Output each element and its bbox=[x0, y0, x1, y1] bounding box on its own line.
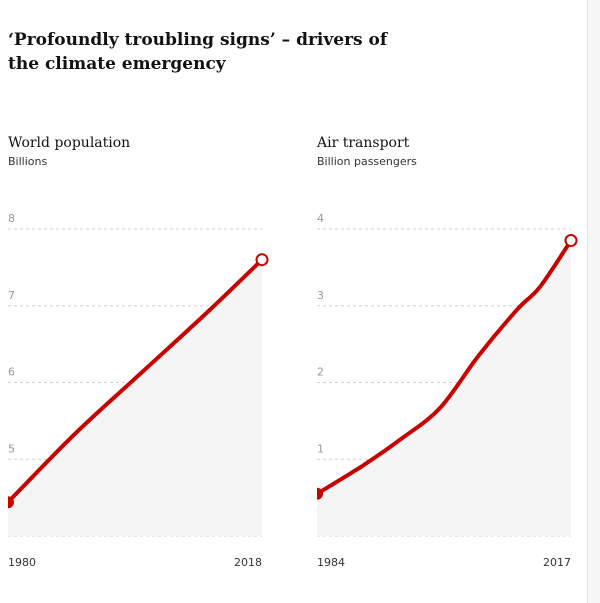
y-tick-label: 1 bbox=[317, 442, 324, 455]
x-tick-label: 1980 bbox=[8, 556, 36, 569]
y-tick-label: 3 bbox=[317, 289, 324, 302]
y-tick-label: 7 bbox=[8, 289, 15, 302]
panel-unit: Billion passengers bbox=[317, 155, 417, 168]
y-tick-label: 6 bbox=[8, 366, 15, 379]
panel-title: World population bbox=[8, 135, 131, 151]
x-tick-label: 1984 bbox=[317, 556, 345, 569]
y-tick-label: 8 bbox=[8, 212, 15, 225]
chart-headline: ‘Profoundly troubling signs’ – drivers o… bbox=[8, 30, 388, 74]
air-transport-plot: 0123419842017 bbox=[317, 212, 578, 569]
area-fill bbox=[317, 240, 571, 536]
x-tick-label: 2018 bbox=[234, 556, 262, 569]
population-plot: 4567819802018 bbox=[8, 212, 269, 569]
end-point bbox=[255, 253, 269, 267]
x-tick-label: 2017 bbox=[543, 556, 571, 569]
series-line bbox=[317, 238, 573, 496]
panel-air-transport: Air transport Billion passengers 0123419… bbox=[317, 135, 587, 575]
side-scroll-strip bbox=[587, 0, 600, 603]
start-point bbox=[317, 487, 323, 500]
end-point bbox=[564, 234, 578, 248]
panel-world-population: World population Billions 4567819802018 bbox=[8, 135, 278, 575]
y-tick-label: 2 bbox=[317, 366, 324, 379]
panel-title: Air transport bbox=[317, 135, 410, 151]
y-tick-label: 4 bbox=[317, 212, 324, 225]
series-line bbox=[8, 257, 264, 505]
area-fill bbox=[8, 259, 262, 536]
start-point bbox=[8, 496, 14, 509]
y-tick-label: 5 bbox=[8, 442, 15, 455]
panel-unit: Billions bbox=[8, 155, 48, 168]
